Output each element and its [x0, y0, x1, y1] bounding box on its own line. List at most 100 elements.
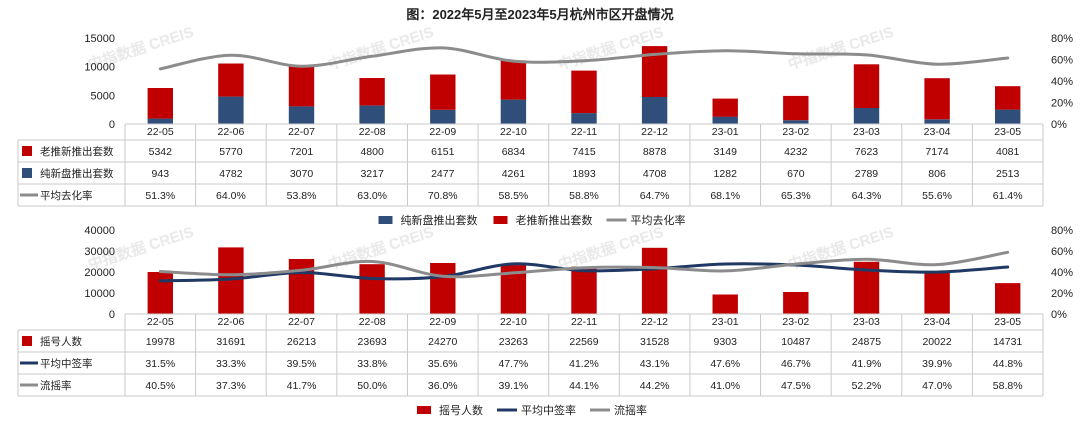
- bar-primary: [359, 78, 385, 106]
- x-tick-label: 23-01: [712, 126, 739, 138]
- y2-tick-label: 80%: [1051, 33, 1073, 45]
- bar-primary: [288, 259, 315, 314]
- data-label: 9303: [714, 336, 738, 348]
- data-label: 64.3%: [852, 190, 882, 202]
- bar-primary: [147, 272, 173, 314]
- bar-secondary: [783, 120, 809, 124]
- data-label: 23693: [358, 336, 387, 348]
- data-label: 2513: [996, 168, 1020, 180]
- data-label: 8878: [643, 146, 667, 158]
- bar-primary: [924, 272, 950, 314]
- bar-secondary: [218, 96, 244, 124]
- data-label: 47.6%: [710, 358, 740, 370]
- data-label: 47.0%: [922, 380, 952, 392]
- data-label: 44.1%: [569, 380, 599, 392]
- y-tick-label: 30000: [84, 246, 115, 258]
- data-label: 41.2%: [569, 358, 599, 370]
- data-label: 4708: [643, 168, 667, 180]
- x-tick-label: 23-01: [712, 316, 739, 328]
- legend-swatch: [417, 406, 431, 414]
- data-label: 2477: [431, 168, 455, 180]
- series-line-1: [158, 262, 1010, 283]
- data-label: 806: [928, 168, 946, 180]
- x-tick-label: 23-03: [853, 316, 880, 328]
- bar-primary: [853, 64, 880, 108]
- data-label: 7174: [925, 146, 949, 158]
- data-label: 4800: [360, 146, 384, 158]
- data-label: 3217: [360, 168, 384, 180]
- table-row-label: 纯新盘推出套数: [40, 167, 114, 180]
- data-label: 46.7%: [781, 358, 811, 370]
- bar-secondary: [641, 97, 668, 124]
- data-label: 20022: [922, 336, 951, 348]
- x-tick-label: 22-07: [288, 316, 315, 328]
- legend-swatch: [378, 216, 393, 224]
- y-tick-label: 20000: [84, 267, 115, 279]
- bar-primary: [430, 74, 456, 110]
- data-label: 2789: [855, 168, 879, 180]
- y2-tick-label: 80%: [1051, 225, 1073, 237]
- data-label: 1893: [572, 168, 596, 180]
- data-label: 52.2%: [852, 380, 882, 392]
- data-label: 31528: [640, 336, 669, 348]
- data-label: 33.3%: [216, 358, 246, 370]
- y2-tick-label: 60%: [1051, 55, 1073, 67]
- table-key-swatch: [22, 168, 32, 178]
- bar-secondary: [288, 106, 315, 124]
- data-label: 39.5%: [287, 358, 317, 370]
- data-label: 51.3%: [145, 190, 175, 202]
- data-label: 19978: [146, 336, 175, 348]
- y-tick-label: 40000: [84, 225, 115, 237]
- data-label: 39.1%: [498, 380, 528, 392]
- bar-secondary: [430, 109, 456, 124]
- x-tick-label: 22-10: [500, 126, 527, 138]
- data-label: 44.8%: [993, 358, 1023, 370]
- panel-supply: 0 5000 10000 15000 0% 20% 40% 60% 80% 22-05 22-06 2…: [17, 33, 1073, 227]
- bar-secondary: [359, 105, 385, 124]
- x-tick-label: 22-11: [571, 316, 597, 328]
- bar-primary: [571, 70, 597, 114]
- x-tick-label: 23-03: [853, 126, 880, 138]
- table-row-label: 流摇率: [40, 379, 72, 392]
- x-tick-label: 22-05: [147, 316, 174, 328]
- watermark-layer: 中指数据 CREIS 中指数据 CREIS 中指数据 CREIS 中指数据 CREIS…: [86, 23, 896, 274]
- data-label: 53.8%: [287, 190, 317, 202]
- data-label: 6151: [431, 146, 455, 158]
- y-tick-label: 10000: [84, 62, 115, 74]
- series-line-2: [158, 250, 1010, 279]
- data-label: 7623: [855, 146, 879, 158]
- bar-primary: [712, 294, 738, 314]
- bar-primary: [218, 63, 244, 97]
- x-tick-label: 22-06: [217, 126, 244, 138]
- table-row-label: 平均去化率: [40, 189, 93, 202]
- x-tick-label: 23-02: [782, 316, 809, 328]
- data-label: 43.1%: [640, 358, 670, 370]
- x-tick-label: 23-05: [994, 316, 1021, 328]
- data-label: 4232: [784, 146, 808, 158]
- legend-label: 流摇率: [614, 403, 647, 417]
- bar-primary: [995, 283, 1021, 314]
- bar-secondary: [924, 119, 950, 124]
- data-label: 4782: [219, 168, 243, 180]
- data-label: 68.1%: [710, 190, 740, 202]
- x-tick-label: 22-05: [147, 126, 174, 138]
- data-label: 7415: [572, 146, 596, 158]
- bar-primary: [924, 78, 950, 120]
- legend-swatch: [493, 216, 508, 224]
- watermark-text: 中指数据 CREIS: [786, 23, 896, 74]
- data-label: 26213: [287, 336, 316, 348]
- data-label: 24875: [852, 336, 881, 348]
- x-tick-label: 23-02: [782, 126, 809, 138]
- y-tick-label: 0: [109, 309, 115, 321]
- x-tick-label: 22-09: [429, 126, 456, 138]
- y2-tick-label: 0%: [1051, 309, 1067, 321]
- legend-label: 摇号人数: [439, 403, 483, 417]
- bar-secondary: [995, 109, 1021, 124]
- x-tick-label: 22-11: [571, 126, 597, 138]
- bar-secondary: [147, 118, 173, 124]
- data-label: 670: [787, 168, 805, 180]
- legend-label: 平均去化率: [631, 213, 686, 227]
- data-label: 41.9%: [852, 358, 882, 370]
- data-label: 1282: [714, 168, 738, 180]
- x-tick-label: 23-04: [924, 316, 951, 328]
